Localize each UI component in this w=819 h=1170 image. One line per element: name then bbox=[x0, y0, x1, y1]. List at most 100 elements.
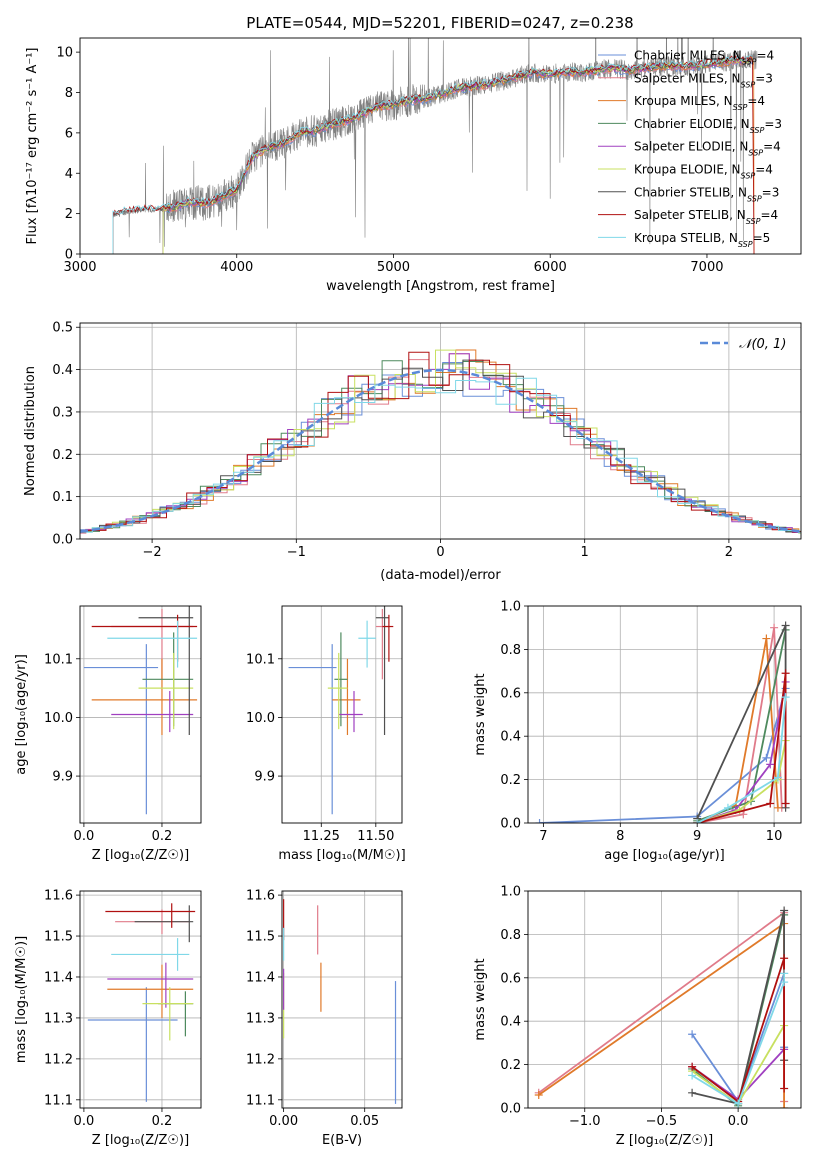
x-tick-label: 0.0 bbox=[74, 829, 95, 844]
chart-age_vs_Z: 0.0 0.2 9.9 10.0 10.1 Z [log₁₀(Z/Z☉)] age [log… bbox=[14, 605, 202, 863]
plot-area bbox=[87, 903, 196, 1102]
weight-marker bbox=[688, 1030, 697, 1039]
y-tick-label: 11.1 bbox=[246, 1093, 275, 1108]
axes-frame bbox=[79, 605, 202, 824]
weight-marker bbox=[535, 819, 544, 823]
errorbar-point bbox=[142, 987, 194, 1041]
weight-marker bbox=[780, 1084, 789, 1093]
x-tick-label: 7 bbox=[539, 829, 547, 844]
errorbar-point bbox=[83, 644, 159, 815]
chart-mass_vs_Z: 0.0 0.2 11.1 11.2 11.3 11.4 11.5 11.6 Z [log₁₀(Z… bbox=[14, 889, 202, 1148]
errorbar-point bbox=[91, 658, 198, 736]
weight-marker bbox=[770, 623, 779, 632]
errorbar-point bbox=[327, 652, 348, 730]
x-tick-label: 11.50 bbox=[357, 829, 394, 844]
weight-marker bbox=[780, 1104, 789, 1108]
errorbar-point bbox=[111, 691, 194, 733]
figure-title: PLATE=0544, MJD=52201, FIBERID=0247, z=0… bbox=[246, 14, 633, 32]
errorbar-point bbox=[111, 938, 190, 971]
x-tick-label: 0.05 bbox=[350, 1114, 379, 1129]
chart-mass_vs_ebv: 0.00 0.05 11.1 11.2 11.3 11.4 11.5 11.6 E(B-V) bbox=[246, 889, 403, 1148]
chart-weight_vs_age: 7 8 9 10 0.0 0.2 0.4 0.6 0.8 1.0 age [log₁₀(age/yr… bbox=[473, 600, 802, 863]
y-tick-label: 6 bbox=[65, 126, 73, 141]
errorbar-point bbox=[134, 905, 194, 943]
weight-marker bbox=[766, 799, 775, 808]
x-tick-label: 0.2 bbox=[152, 1114, 173, 1129]
x-axis-label: Z [log₁₀(Z/Z☉)] bbox=[92, 1133, 189, 1148]
x-axis-label: age [log₁₀(age/yr)] bbox=[604, 848, 725, 863]
weight-line-kroupa-stelib bbox=[696, 697, 787, 823]
errorbar-point bbox=[107, 962, 194, 1008]
x-tick-label: 6000 bbox=[534, 260, 567, 275]
legend-label: Chabrier ELODIE, NSSP=3 bbox=[634, 117, 782, 134]
plot-area bbox=[283, 899, 397, 1104]
y-tick-label: 0.8 bbox=[500, 928, 521, 943]
y-tick-label: 0.5 bbox=[52, 321, 73, 336]
y-tick-label: 11.6 bbox=[44, 889, 73, 904]
y-tick-label: 9.9 bbox=[254, 770, 275, 785]
weight-line-kroupa-stelib bbox=[691, 973, 785, 1106]
plot-area bbox=[112, 38, 758, 254]
axes-frame bbox=[79, 37, 802, 255]
y-tick-label: 8 bbox=[65, 86, 73, 101]
y-tick-label: 11.5 bbox=[44, 930, 73, 945]
y-axis-label: age [log₁₀(age/yr)] bbox=[14, 654, 29, 775]
x-tick-label: 2 bbox=[725, 545, 733, 560]
y-tick-label: 0.2 bbox=[500, 1058, 521, 1073]
axes-frame bbox=[527, 890, 802, 1109]
weight-marker bbox=[780, 978, 789, 987]
y-tick-label: 0.2 bbox=[52, 448, 73, 463]
plot-area bbox=[534, 906, 789, 1108]
y-tick-label: 11.1 bbox=[44, 1093, 73, 1108]
y-tick-label: 1.0 bbox=[500, 600, 521, 615]
weight-marker bbox=[781, 693, 790, 702]
x-tick-label: 3000 bbox=[63, 260, 96, 275]
histogram-chabrier-elodie bbox=[80, 360, 801, 532]
x-tick-label: 5000 bbox=[377, 260, 410, 275]
model-spectrum-kroupa-stelib bbox=[112, 55, 753, 254]
y-tick-label: 10 bbox=[56, 46, 73, 61]
y-tick-label: 11.3 bbox=[44, 1011, 73, 1026]
errorbar-point bbox=[358, 620, 376, 668]
y-tick-label: 10.1 bbox=[246, 652, 275, 667]
x-axis-label: E(B-V) bbox=[322, 1133, 362, 1148]
model-spectrum-salpeter-stelib bbox=[112, 54, 755, 254]
weight-marker bbox=[773, 803, 782, 812]
weight-marker bbox=[693, 819, 702, 823]
x-axis-label: Z [log₁₀(Z/Z☉)] bbox=[616, 1133, 713, 1148]
x-tick-label: 7000 bbox=[690, 260, 723, 275]
axes-frame bbox=[281, 890, 403, 1109]
y-axis-label: Normed distribution bbox=[23, 366, 38, 496]
y-tick-label: 11.4 bbox=[44, 970, 73, 985]
weight-marker bbox=[688, 1071, 697, 1080]
plot-area bbox=[535, 621, 790, 823]
weight-marker bbox=[688, 1062, 697, 1071]
y-tick-label: 0.0 bbox=[500, 1102, 521, 1117]
errorbar-point bbox=[332, 658, 361, 736]
chart-age_vs_mass: 11.25 11.50 9.9 10.0 10.1 mass [log₁₀(M/M☉)] bbox=[246, 605, 406, 863]
histogram-salpeter-stelib bbox=[80, 351, 801, 534]
model-spectrum-chabrier-stelib bbox=[112, 55, 753, 254]
x-axis-label: mass [log₁₀(M/M☉)] bbox=[278, 848, 405, 863]
x-tick-label: −2 bbox=[143, 545, 162, 560]
weight-line-salpeter-miles bbox=[697, 627, 783, 823]
errorbar-point bbox=[334, 632, 348, 727]
x-tick-label: 11.25 bbox=[303, 829, 340, 844]
errorbar-point bbox=[382, 614, 394, 662]
y-tick-label: 0.6 bbox=[500, 971, 521, 986]
weight-marker bbox=[735, 805, 744, 814]
weight-marker bbox=[534, 1090, 543, 1099]
x-tick-label: 1 bbox=[581, 545, 589, 560]
x-axis-label: wavelength [Angstrom, rest frame] bbox=[326, 279, 555, 294]
weight-marker bbox=[781, 669, 790, 678]
errorbar-point bbox=[138, 652, 194, 730]
x-tick-label: 0.0 bbox=[74, 1114, 95, 1129]
y-tick-label: 0.3 bbox=[52, 405, 73, 420]
x-tick-label: −1 bbox=[287, 545, 306, 560]
weight-marker bbox=[734, 1099, 743, 1108]
legend-label: Salpeter ELODIE, NSSP=4 bbox=[634, 140, 781, 158]
axes-frame bbox=[527, 605, 802, 824]
y-tick-label: 10.0 bbox=[44, 711, 73, 726]
y-tick-label: 0.1 bbox=[52, 490, 73, 505]
x-tick-label: 0.2 bbox=[152, 829, 173, 844]
